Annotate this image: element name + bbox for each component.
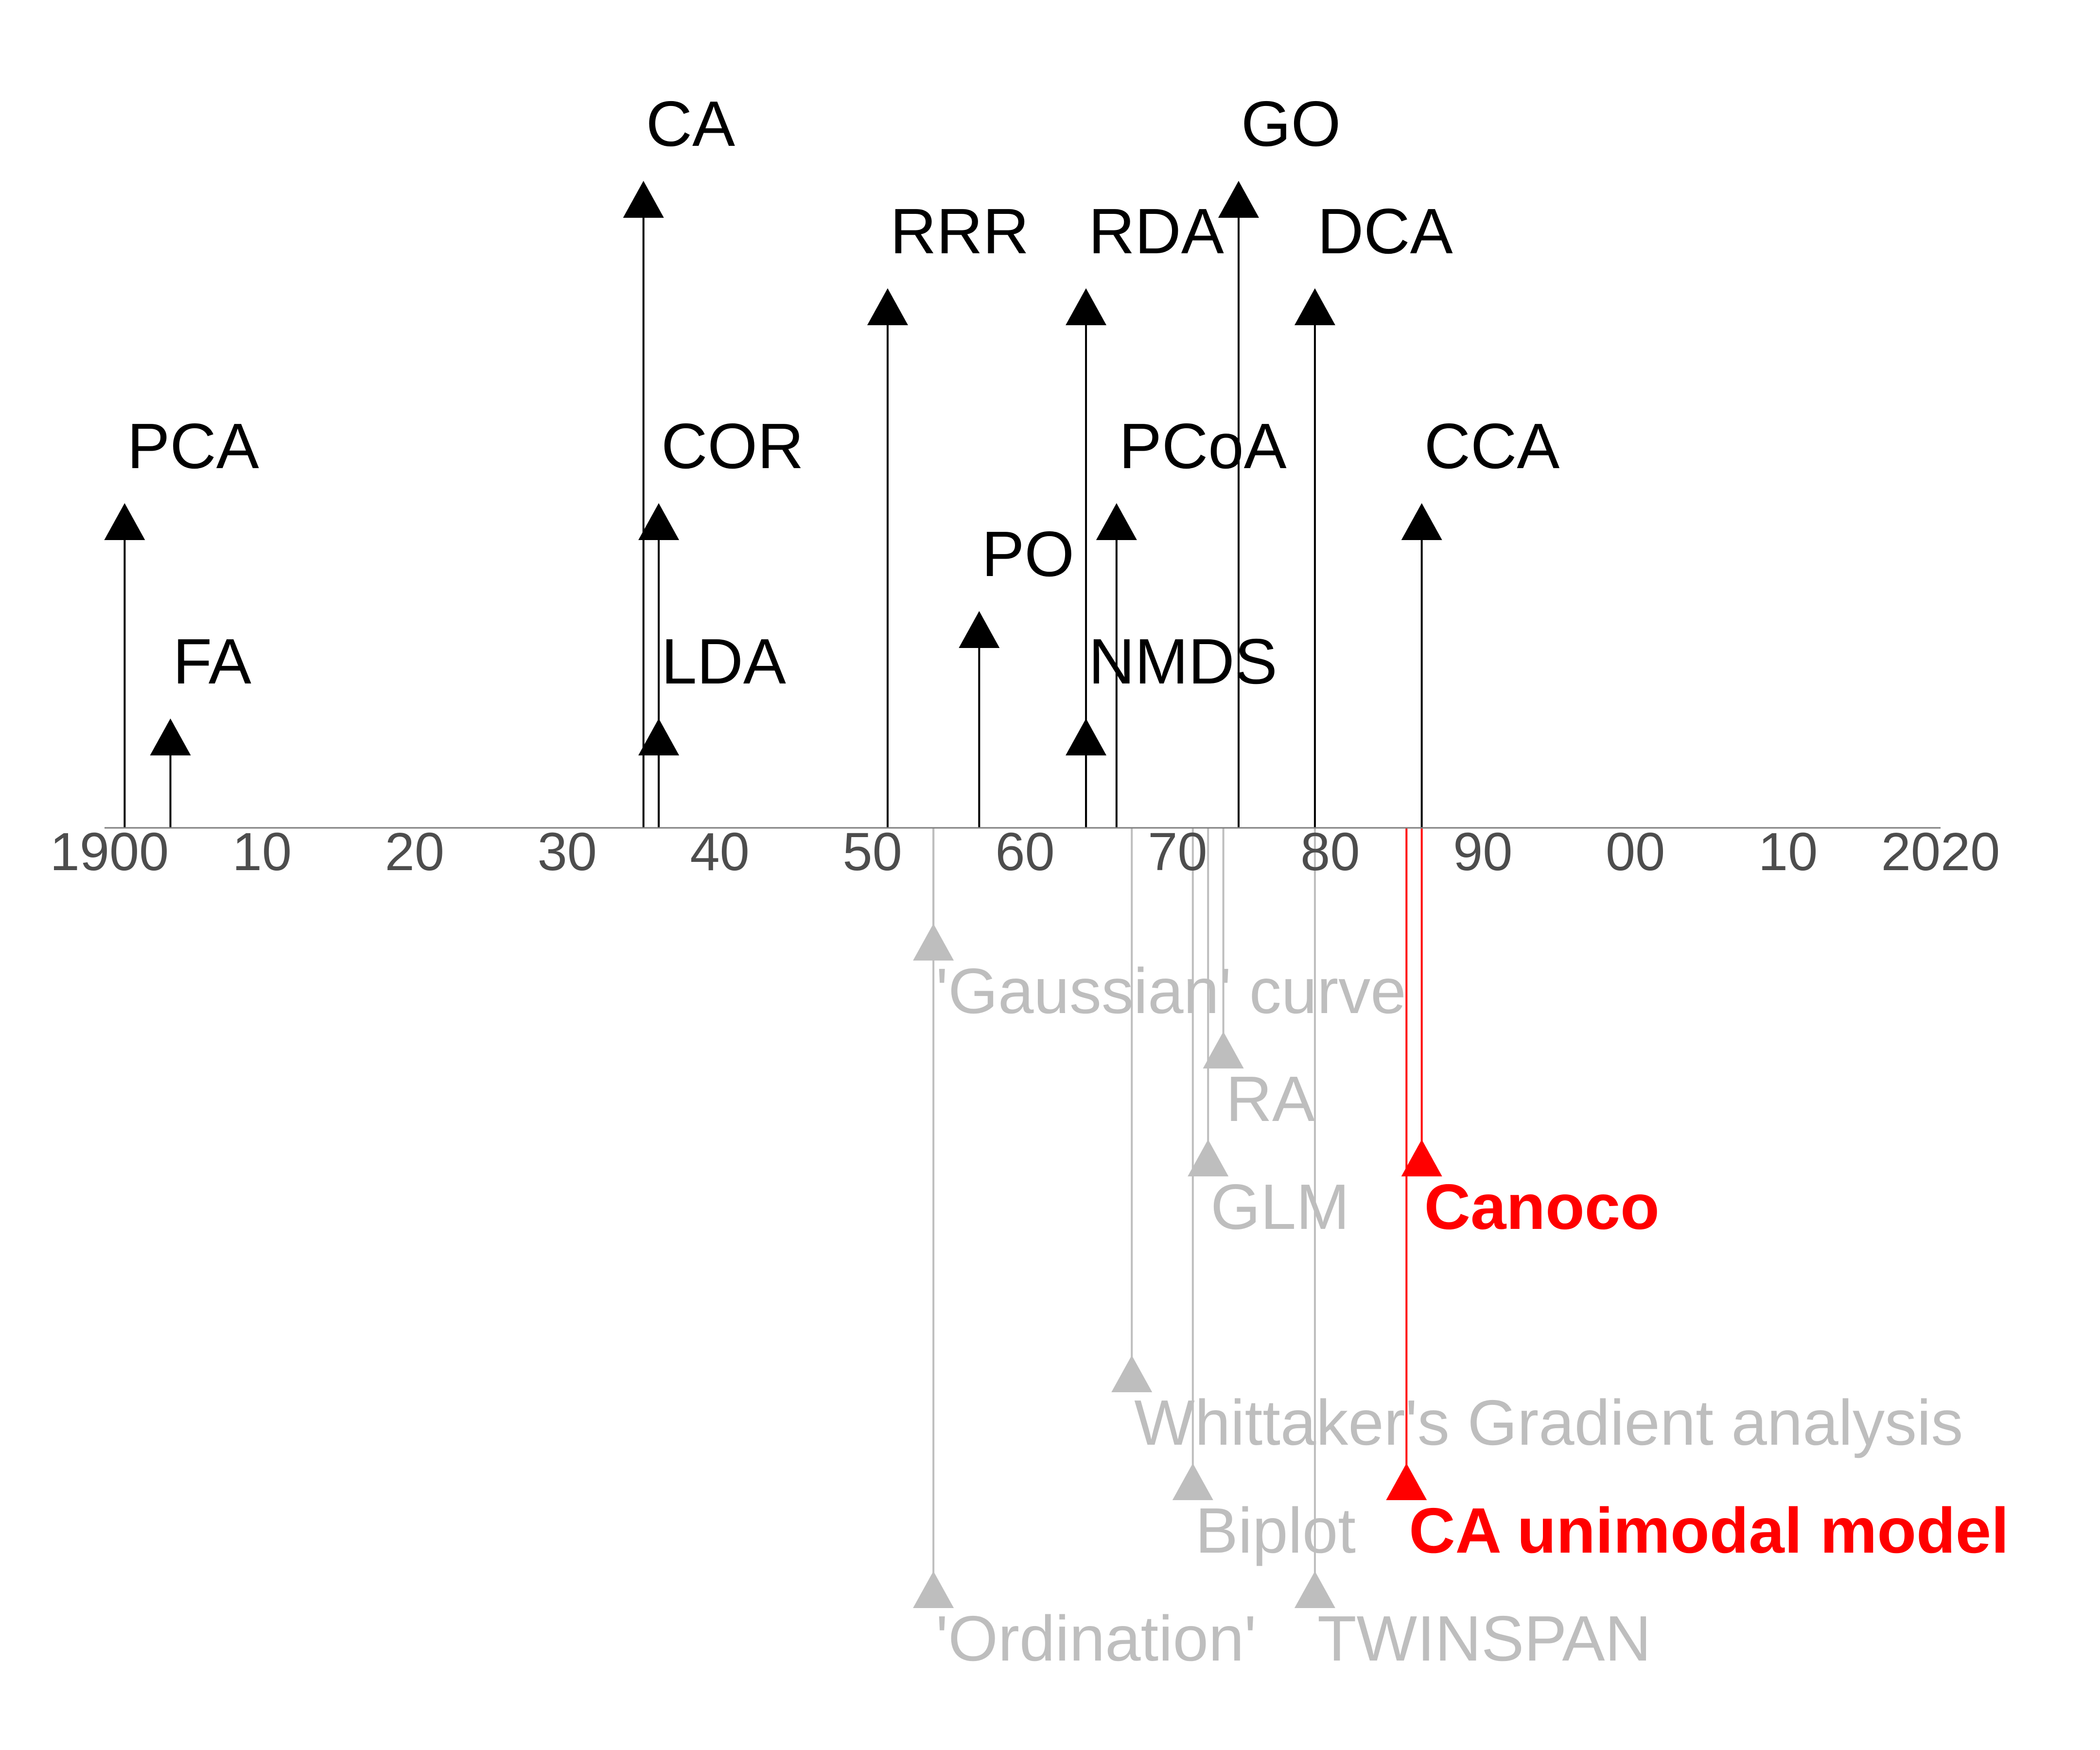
label-context-ordination: 'Ordination': [936, 1603, 1256, 1674]
marker-methods-lda: [638, 718, 680, 755]
label-methods-cca: CCA: [1424, 410, 1560, 482]
marker-methods-rrr: [867, 288, 908, 325]
label-methods-pca: PCA: [127, 410, 259, 482]
label-methods-nmds: NMDS: [1088, 626, 1278, 697]
marker-methods-fa: [150, 718, 191, 755]
marker-methods-pcoa: [1096, 503, 1137, 540]
label-context-twinspan: TWINSPAN: [1317, 1603, 1651, 1674]
tick-label-1990: 90: [1453, 822, 1512, 882]
marker-context-whittaker-s-gradient-analysis: [1111, 1355, 1153, 1392]
label-context-biplot: Biplot: [1195, 1495, 1356, 1566]
label-context-whittaker-s-gradient-analysis: Whittaker's Gradient analysis: [1134, 1387, 1963, 1458]
marker-methods-po: [959, 611, 1000, 648]
tick-label-1960: 60: [995, 822, 1054, 882]
label-software-ca-unimodal-model: CA unimodal model: [1409, 1495, 2009, 1566]
marker-context-ordination: [913, 1571, 954, 1608]
tick-label-1940: 40: [690, 822, 749, 882]
tick-label-1980: 80: [1300, 822, 1360, 882]
tick-label-1950: 50: [842, 822, 902, 882]
label-context-glm: GLM: [1210, 1171, 1349, 1242]
marker-methods-dca: [1294, 288, 1335, 325]
marker-context-glm: [1188, 1139, 1229, 1176]
marker-software-ca-unimodal-model: [1386, 1463, 1427, 1500]
label-context-gaussian-curve: 'Gaussian' curve: [936, 955, 1406, 1027]
tick-label-1900: 1900: [50, 822, 169, 882]
marker-methods-cor: [638, 503, 680, 540]
label-context-ra: RA: [1226, 1063, 1315, 1135]
marker-context-ra: [1203, 1032, 1244, 1068]
label-methods-rda: RDA: [1088, 195, 1224, 267]
label-software-canoco: Canoco: [1424, 1171, 1660, 1242]
tick-label-2000: 00: [1606, 822, 1665, 882]
tick-label-1920: 20: [385, 822, 444, 882]
tick-label-2020: 2020: [1881, 822, 2000, 882]
label-methods-pcoa: PCoA: [1119, 410, 1287, 482]
marker-context-gaussian-curve: [913, 924, 954, 961]
label-methods-rrr: RRR: [890, 195, 1029, 267]
label-methods-dca: DCA: [1317, 195, 1453, 267]
label-methods-cor: COR: [661, 410, 804, 482]
label-methods-go: GO: [1241, 88, 1341, 159]
marker-methods-cca: [1401, 503, 1442, 540]
marker-methods-pca: [104, 503, 145, 540]
tick-label-1930: 30: [538, 822, 597, 882]
marker-context-biplot: [1172, 1463, 1213, 1500]
label-methods-fa: FA: [173, 626, 251, 697]
event-markers: [104, 181, 1442, 1608]
marker-methods-go: [1218, 181, 1259, 218]
marker-context-twinspan: [1294, 1571, 1335, 1608]
label-methods-ca: CA: [646, 88, 735, 159]
marker-methods-rda: [1066, 288, 1107, 325]
tick-label-1970: 70: [1148, 822, 1207, 882]
marker-methods-ca: [623, 181, 664, 218]
year-tick-labels: 1900 10 20 30 40 50 60 70 80 90 00 10 2020: [50, 822, 2000, 882]
tick-label-2010: 10: [1758, 822, 1818, 882]
label-methods-lda: LDA: [661, 626, 786, 697]
event-labels: PCA FA CA COR LDA RRR PO RDA NMDS PCoA GO DCA CCA 'Ga…: [127, 88, 2009, 1674]
label-methods-po: PO: [981, 518, 1074, 590]
tick-label-1910: 10: [232, 822, 292, 882]
marker-software-canoco: [1401, 1139, 1442, 1176]
marker-methods-nmds: [1066, 718, 1107, 755]
